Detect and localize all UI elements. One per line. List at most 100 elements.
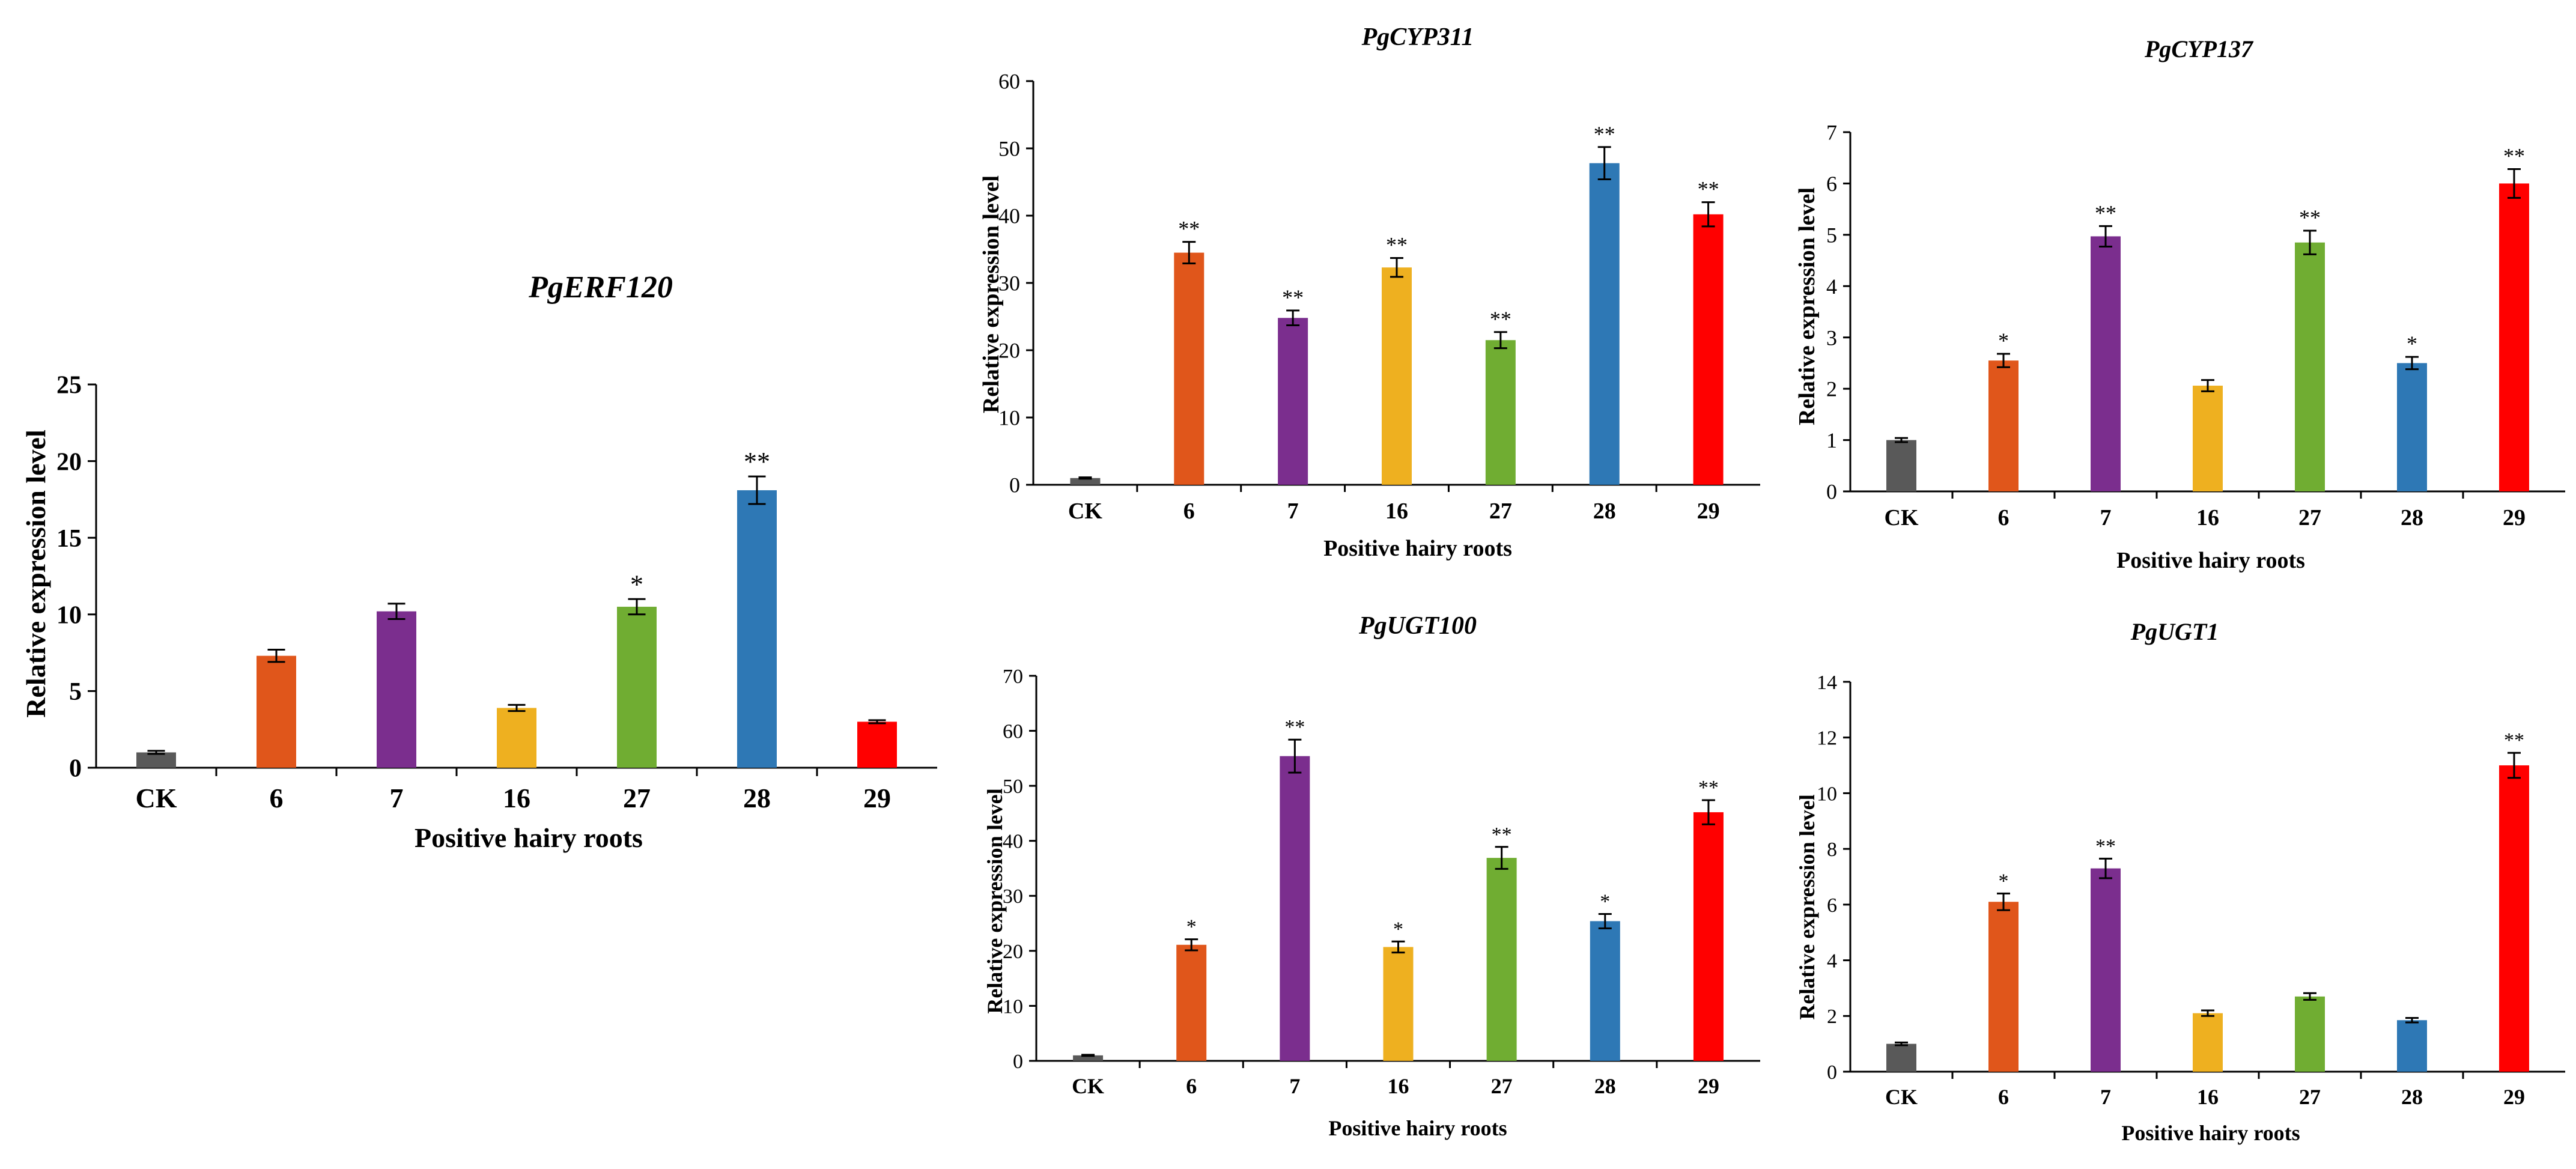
y-tick-label: 10 [56, 602, 82, 630]
significance-mark: ** [2299, 205, 2321, 229]
error-bar [1390, 257, 1403, 278]
significance-mark: * [1600, 891, 1610, 913]
plot-area: 0 10 20 30 40 50 60 70 CK * 6 ** 7 * 16 ** 27 * 28 ** 29 [1003, 666, 1760, 1098]
y-axis-label: Relative expression level [1794, 187, 1820, 425]
error-bar [2303, 992, 2316, 1001]
y-tick-label: 20 [998, 339, 1020, 363]
x-axis-label: Positive hairy roots [2116, 548, 2305, 573]
chart-title-text: PgERF120 [528, 270, 673, 305]
y-tick-label: 0 [1013, 1051, 1023, 1073]
y-tick-label: 30 [998, 272, 1020, 296]
significance-mark: * [1998, 329, 2009, 353]
x-tick-label: CK [1885, 505, 1919, 530]
x-tick-label: 29 [863, 783, 891, 813]
bar-6 [1988, 360, 2019, 491]
y-tick-label: 6 [1827, 894, 1837, 917]
error-bar [1185, 938, 1198, 952]
bar-CK [1886, 1043, 1916, 1072]
error-bar [267, 648, 285, 663]
error-bar [1997, 353, 2010, 368]
x-axis-label: Positive hairy roots [2121, 1121, 2300, 1145]
chart-pgugt1: PgUGT1 Relative expression level Positiv… [1795, 618, 2565, 1145]
y-tick-label: 40 [998, 204, 1020, 228]
bar-7 [1278, 318, 1308, 485]
bar-28 [1589, 163, 1620, 485]
significance-mark: ** [1386, 233, 1408, 257]
x-tick-label: CK [136, 783, 177, 813]
y-tick-label: 6 [1826, 172, 1837, 196]
significance-mark: * [1999, 870, 2009, 892]
y-tick-label: 30 [1003, 885, 1023, 908]
x-tick-label: 29 [2503, 1085, 2525, 1109]
significance-mark: * [1393, 918, 1403, 940]
x-tick-label: 27 [1489, 499, 1512, 524]
error-bar [2405, 1017, 2419, 1024]
y-axis-label: Relative expression level [983, 788, 1007, 1013]
y-tick-label: 10 [1003, 995, 1023, 1018]
bar-6 [1176, 944, 1207, 1061]
significance-mark: ** [2504, 729, 2524, 752]
bar-CK [1073, 1055, 1104, 1061]
significance-mark: ** [744, 447, 770, 476]
x-tick-label: 7 [1289, 1074, 1300, 1098]
error-bar [1081, 1054, 1095, 1057]
bar-CK [136, 752, 176, 768]
error-bar [2405, 356, 2419, 371]
bar-CK [1070, 478, 1101, 485]
x-tick-label: 7 [2100, 505, 2112, 530]
error-bar [1493, 331, 1507, 350]
y-tick-label: 60 [1003, 720, 1023, 742]
significance-mark: ** [1698, 777, 1719, 799]
y-tick-label: 12 [1817, 727, 1837, 750]
significance-mark: ** [1284, 716, 1305, 738]
x-axis-label: Positive hairy roots [1328, 1116, 1507, 1140]
bar-6 [257, 655, 296, 768]
y-tick-label: 0 [1826, 480, 1837, 504]
x-tick-label: 27 [623, 783, 651, 813]
bar-6 [1988, 902, 2019, 1072]
y-tick-label: 3 [1826, 326, 1837, 350]
significance-mark: ** [1178, 217, 1200, 241]
x-tick-label: 28 [2401, 505, 2423, 530]
x-tick-label: 6 [1998, 1085, 2009, 1109]
y-tick-label: 14 [1817, 672, 1837, 694]
x-tick-label: 6 [270, 783, 284, 813]
x-tick-label: 16 [2197, 1085, 2219, 1109]
x-tick-label: 16 [1388, 1074, 1409, 1098]
chart-pgcyp137: PgCYP137 Relative expression level Posit… [1794, 35, 2565, 573]
error-bar [2508, 168, 2521, 199]
x-axis-label: Positive hairy roots [1323, 536, 1512, 561]
x-tick-label: 27 [2299, 1085, 2321, 1109]
x-tick-label: 28 [1593, 499, 1616, 524]
bar-27 [2295, 996, 2325, 1072]
error-bar [508, 703, 526, 712]
chart-title-text: PgUGT1 [2130, 618, 2219, 645]
error-bar [1997, 892, 2010, 911]
error-bar [628, 598, 646, 616]
chart-title: PgERF120 [528, 270, 673, 305]
y-tick-label: 25 [56, 372, 82, 399]
bar-16 [2193, 1013, 2223, 1072]
y-tick-label: 0 [1827, 1061, 1837, 1084]
x-tick-label: 6 [1186, 1074, 1197, 1098]
x-tick-label: 7 [1287, 499, 1299, 524]
y-tick-label: 0 [69, 755, 82, 783]
error-bar [1391, 940, 1405, 954]
bar-6 [1174, 252, 1204, 485]
error-bar [868, 719, 886, 724]
plot-area: 0 5 10 15 20 25 CK 6 7 16 * 27 ** 28 29 [56, 372, 937, 813]
plot-area: 0 2 4 6 8 10 12 14 CK * 6 ** 7 16 27 28 ** 29 [1817, 672, 2565, 1109]
y-tick-label: 7 [1826, 121, 1837, 145]
error-bar [1598, 913, 1612, 929]
bar-29 [2499, 765, 2529, 1072]
significance-mark: * [2407, 332, 2417, 356]
error-bar [1701, 201, 1715, 228]
y-tick-label: 60 [998, 70, 1020, 94]
error-bar [2201, 1009, 2214, 1017]
x-tick-label: CK [1885, 1085, 1918, 1109]
y-tick-label: 70 [1003, 666, 1023, 688]
error-bar [1288, 738, 1302, 774]
error-bar [1701, 799, 1715, 825]
y-tick-label: 10 [1817, 783, 1837, 805]
chart-title-text: PgCYP137 [2144, 35, 2254, 62]
